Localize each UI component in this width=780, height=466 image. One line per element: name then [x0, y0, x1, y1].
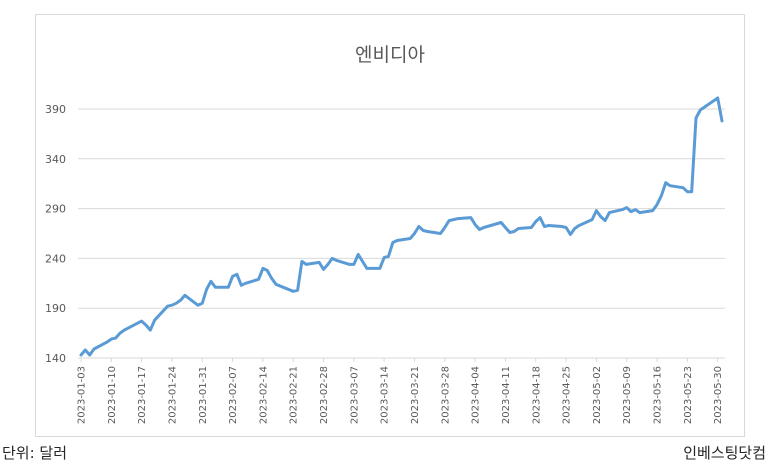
x-tick-label: 2023-04-18 [531, 366, 542, 424]
x-tick-label: 2023-05-09 [622, 366, 633, 424]
x-tick-label: 2023-05-30 [713, 366, 724, 424]
x-tick-label: 2023-02-07 [228, 366, 239, 424]
source-label: 인베스팅닷컴 [683, 444, 766, 462]
x-tick-label: 2023-01-17 [137, 366, 148, 424]
chart-title: 엔비디아 [355, 44, 425, 66]
x-tick-label: 2023-04-11 [501, 366, 512, 424]
x-tick-label: 2023-04-04 [471, 366, 482, 424]
x-tick-label: 2023-04-25 [562, 366, 573, 424]
x-tick-label: 2023-01-10 [107, 366, 118, 424]
y-tick-label: 190 [45, 302, 66, 315]
y-tick-label: 140 [45, 352, 66, 365]
y-tick-label: 390 [45, 103, 66, 116]
x-tick-label: 2023-02-21 [289, 366, 300, 424]
unit-label: 단위: 달러 [2, 444, 68, 462]
x-tick-label: 2023-01-31 [198, 366, 209, 424]
x-tick-label: 2023-05-16 [653, 366, 664, 424]
x-tick-label: 2023-05-23 [683, 366, 694, 424]
chart-area [35, 14, 745, 437]
x-tick-label: 2023-02-14 [258, 366, 269, 424]
x-tick-label: 2023-03-21 [410, 366, 421, 424]
y-tick-label: 340 [45, 153, 66, 166]
price-line [79, 96, 724, 357]
x-tick-label: 2023-05-02 [592, 366, 603, 424]
x-tick-label: 2023-01-03 [77, 366, 88, 424]
x-tick-label: 2023-03-28 [440, 366, 451, 424]
y-tick-label: 290 [45, 203, 66, 216]
x-tick-label: 2023-03-14 [380, 366, 391, 424]
x-tick-label: 2023-03-07 [349, 366, 360, 424]
y-tick-label: 240 [45, 252, 66, 265]
x-tick-label: 2023-02-28 [319, 366, 330, 424]
x-tick-label: 2023-01-24 [167, 366, 178, 424]
